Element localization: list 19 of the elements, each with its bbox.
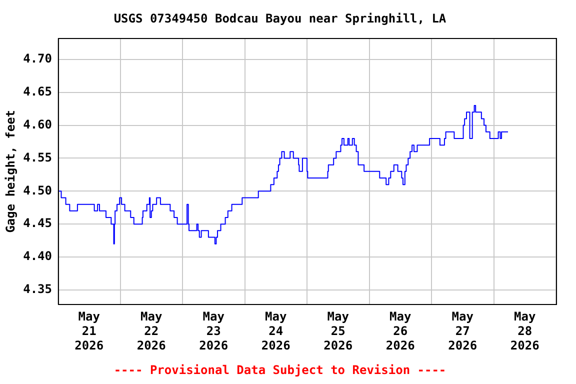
x-tick-label: May 22 2026 (136, 310, 166, 353)
y-axis-title: Gage height, feet (3, 110, 18, 233)
y-tick-label: 4.70 (23, 52, 52, 66)
text: ---- Provisional Data Subject to Revision ---- (114, 362, 446, 377)
y-tick-label: 4.40 (23, 249, 52, 264)
chart-title: USGS 07349450 Bodcau Bayou near Springhill, LA (114, 11, 447, 26)
x-tick-label: May 21 2026 (74, 310, 104, 353)
y-tick-label: 4.65 (23, 84, 52, 99)
x-tick-label: May 24 2026 (261, 310, 290, 353)
x-tick-label: May 23 2026 (199, 310, 228, 353)
x-tick-label: May 28 2026 (510, 310, 540, 353)
x-tick-label: May 27 2026 (448, 310, 478, 353)
y-tick-label: 4.35 (23, 282, 52, 296)
y-tick-label: 4.60 (23, 117, 52, 132)
y-tick-label: 4.55 (23, 150, 52, 164)
x-tick-label: May 25 2026 (324, 310, 353, 353)
x-tick-label: May 26 2026 (386, 310, 415, 353)
y-tick-label: 4.50 (23, 183, 52, 198)
y-tick-label: 4.45 (23, 216, 52, 230)
